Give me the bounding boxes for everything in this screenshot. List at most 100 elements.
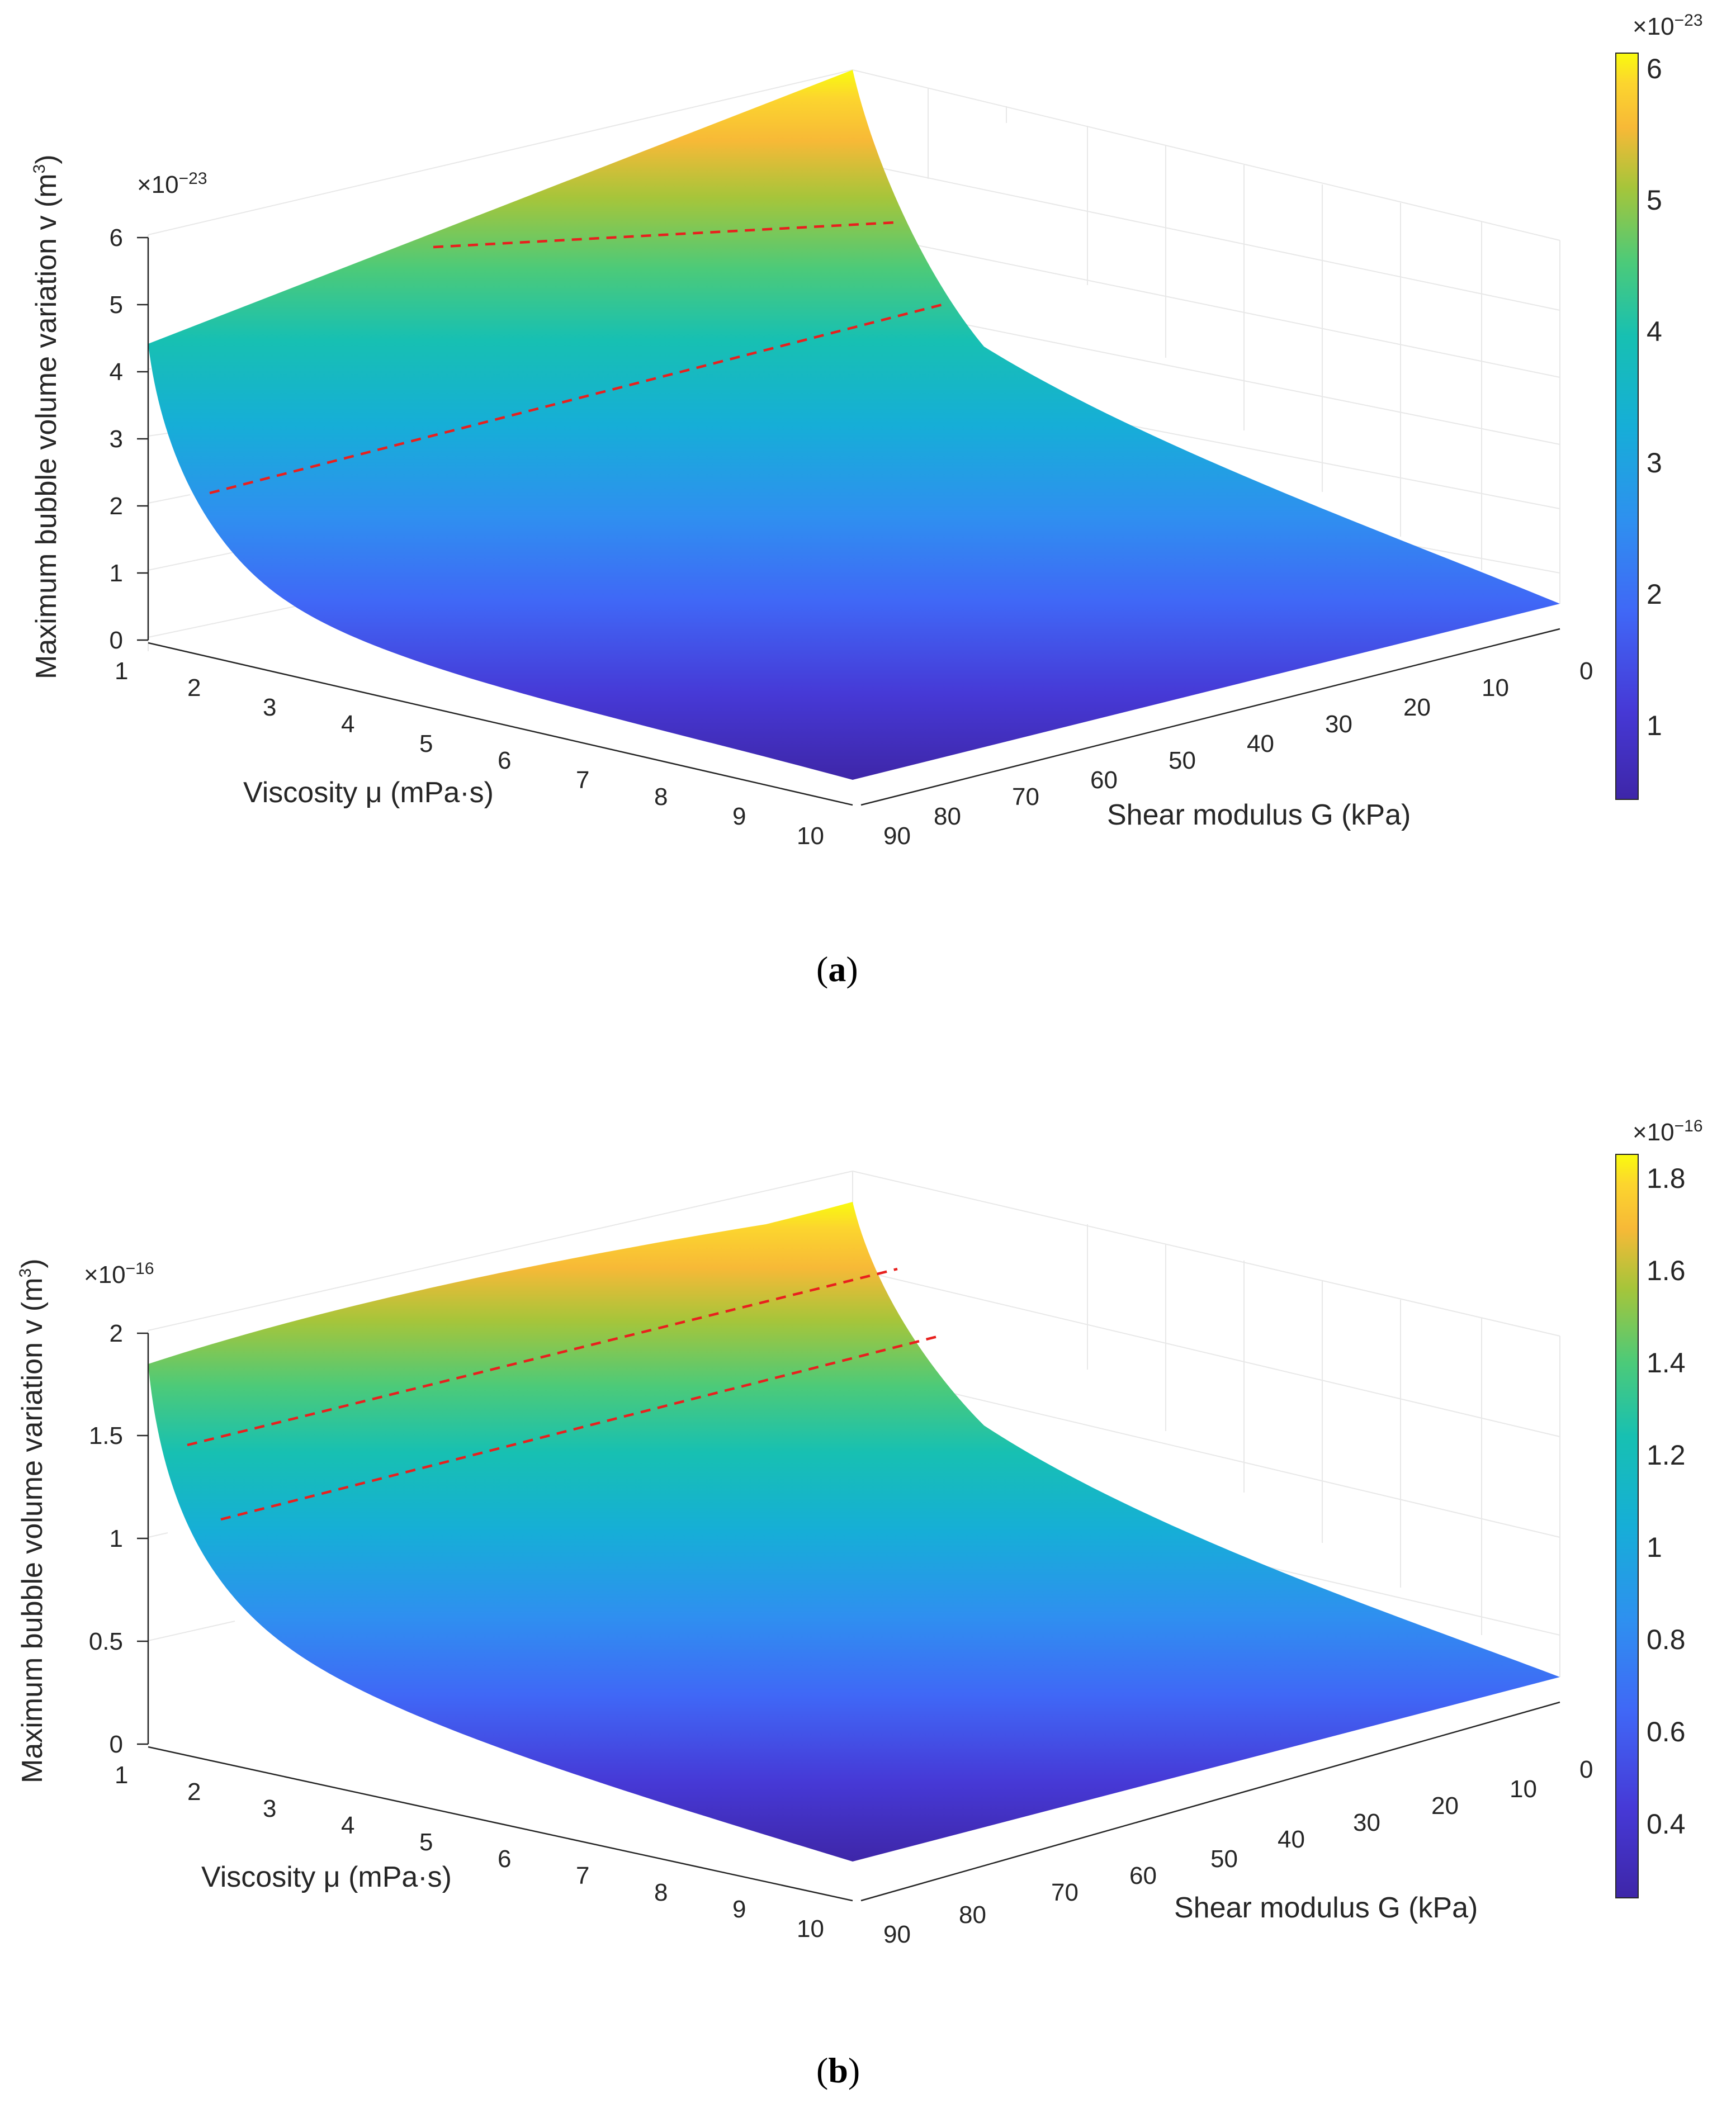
panel-b: 0 0.5 1 1.5 2 ×10−16 1 2 3 4 5 6 7 8 9 1… bbox=[16, 1117, 1703, 2090]
panel-a-x-axis-line bbox=[148, 642, 853, 806]
panel-a-y-tick: 30 bbox=[1325, 711, 1352, 738]
panel-a-y-tick: 50 bbox=[1169, 747, 1196, 774]
panel-a-z-ticks: 0 1 2 3 4 5 6 bbox=[110, 224, 148, 654]
panel-a-colorbar-ticks: 1 2 3 4 5 6 bbox=[1647, 53, 1662, 741]
panel-b-y-tick: 50 bbox=[1210, 1845, 1238, 1873]
panel-b-colorbar-ticks: 0.4 0.6 0.8 1 1.2 1.4 1.6 1.8 bbox=[1647, 1163, 1686, 1840]
panel-a-x-tick: 10 bbox=[797, 822, 824, 850]
panel-a-colorbar-tick: 3 bbox=[1647, 447, 1662, 479]
panel-a-colorbar-tick: 1 bbox=[1647, 710, 1662, 741]
panel-a-colorbar-tick: 4 bbox=[1647, 316, 1662, 347]
panel-a-y-tick: 0 bbox=[1579, 657, 1593, 685]
panel-a-z-tick: 6 bbox=[110, 224, 123, 252]
panel-b-caption: (b) bbox=[816, 2050, 860, 2090]
panel-a-y-tick: 60 bbox=[1090, 766, 1118, 794]
panel-a-colorbar-exponent: ×10−23 bbox=[1633, 11, 1703, 40]
panel-b-colorbar-tick: 1.8 bbox=[1647, 1163, 1686, 1194]
panel-b-y-tick: 40 bbox=[1278, 1826, 1305, 1853]
panel-a-z-exponent: ×10−23 bbox=[137, 169, 207, 198]
panel-a-y-ticks: 0 10 20 30 40 50 60 70 80 90 bbox=[883, 657, 1593, 850]
panel-b-z-ticks: 0 0.5 1 1.5 2 bbox=[89, 1320, 148, 1758]
panel-b-x-tick: 2 bbox=[187, 1778, 201, 1806]
panel-b-x-tick: 4 bbox=[341, 1812, 354, 1839]
panel-b-z-axis-label: Maximum bubble volume variation v (m3) bbox=[16, 1258, 49, 1783]
panel-a-z-tick: 2 bbox=[110, 492, 123, 520]
panel-a-y-tick: 20 bbox=[1403, 694, 1431, 721]
panel-a-x-tick: 1 bbox=[115, 657, 128, 685]
panel-b-colorbar-tick: 1.6 bbox=[1647, 1255, 1686, 1286]
panel-b-y-tick: 20 bbox=[1431, 1792, 1459, 1820]
panel-b-z-tick: 0.5 bbox=[89, 1628, 123, 1655]
panel-b-x-tick: 7 bbox=[576, 1862, 589, 1889]
panel-b-y-tick: 30 bbox=[1353, 1809, 1380, 1836]
panel-b-dashed-line-upper bbox=[187, 1267, 898, 1447]
panel-b-y-tick: 70 bbox=[1051, 1879, 1079, 1906]
panel-a-z-tick: 4 bbox=[110, 358, 123, 386]
panel-a-colorbar-tick: 2 bbox=[1647, 579, 1662, 610]
panel-b-y-axis-label: Shear modulus G (kPa) bbox=[1174, 1892, 1478, 1924]
panel-a-x-tick: 5 bbox=[419, 730, 433, 757]
panel-a-dashed-line-lower bbox=[209, 303, 943, 495]
panel-b-colorbar-tick: 0.4 bbox=[1647, 1808, 1686, 1840]
panel-a-z-axis-label: Maximum bubble volume variation v (m3) bbox=[30, 154, 63, 679]
panel-b-z-exponent: ×10−16 bbox=[84, 1259, 154, 1289]
panel-a-y-axis-label: Shear modulus G (kPa) bbox=[1107, 799, 1411, 831]
panel-b-surface bbox=[148, 1202, 1560, 1862]
panel-a-z-tick: 1 bbox=[110, 560, 123, 587]
panel-b-y-ticks: 0 10 20 30 40 50 60 70 80 90 bbox=[883, 1756, 1593, 1948]
panel-b-x-ticks: 1 2 3 4 5 6 7 8 9 10 bbox=[115, 1761, 824, 1943]
panel-a-y-tick: 10 bbox=[1482, 674, 1509, 702]
panel-b-z-tick: 1 bbox=[110, 1525, 123, 1552]
panel-b-x-tick: 5 bbox=[419, 1829, 433, 1856]
panel-a-z-tick: 3 bbox=[110, 425, 123, 453]
panel-b-x-tick: 6 bbox=[498, 1845, 511, 1873]
panel-b-colorbar-tick: 0.8 bbox=[1647, 1624, 1686, 1655]
panel-a-x-tick: 8 bbox=[654, 783, 668, 811]
panel-b-dashed-line-lower bbox=[220, 1334, 940, 1521]
panel-a: 0 1 2 3 4 5 6 ×10−23 1 2 3 4 5 6 7 8 9 1… bbox=[30, 11, 1703, 989]
panel-b-y-axis-line bbox=[860, 1701, 1560, 1902]
panel-b-y-tick: 90 bbox=[883, 1921, 911, 1948]
panel-b-y-tick: 80 bbox=[959, 1901, 986, 1929]
panel-a-x-tick: 2 bbox=[187, 674, 201, 702]
panel-b-colorbar bbox=[1615, 1154, 1639, 1898]
panel-b-x-tick: 10 bbox=[797, 1915, 824, 1943]
panel-b-z-tick: 2 bbox=[110, 1320, 123, 1347]
panel-a-x-tick: 6 bbox=[498, 747, 511, 774]
panel-a-dashed-line-upper bbox=[433, 221, 895, 249]
panel-a-colorbar bbox=[1615, 53, 1639, 800]
panel-a-x-ticks: 1 2 3 4 5 6 7 8 9 10 bbox=[115, 657, 824, 850]
panel-a-y-tick: 80 bbox=[934, 803, 961, 830]
panel-a-z-tick: 5 bbox=[110, 291, 123, 319]
panel-b-z-tick: 0 bbox=[110, 1731, 123, 1758]
panel-b-x-tick: 3 bbox=[263, 1795, 276, 1822]
panel-b-y-tick: 10 bbox=[1510, 1775, 1537, 1803]
panel-b-colorbar-tick: 1 bbox=[1647, 1532, 1662, 1563]
panel-b-colorbar-tick: 1.4 bbox=[1647, 1347, 1686, 1379]
panel-b-x-tick: 9 bbox=[732, 1896, 746, 1923]
panel-a-x-tick: 4 bbox=[341, 711, 354, 738]
panel-b-colorbar-tick: 1.2 bbox=[1647, 1439, 1686, 1471]
panel-a-y-tick: 70 bbox=[1012, 783, 1039, 811]
panel-a-surface bbox=[148, 70, 1560, 780]
panel-a-y-axis-line bbox=[860, 628, 1560, 806]
panel-b-colorbar-exponent: ×10−16 bbox=[1633, 1117, 1703, 1146]
panel-b-y-tick: 0 bbox=[1579, 1756, 1593, 1783]
panel-a-y-tick: 40 bbox=[1247, 730, 1274, 757]
panel-a-x-tick: 9 bbox=[732, 803, 746, 830]
panel-b-x-tick: 1 bbox=[115, 1761, 128, 1789]
panel-a-x-tick: 3 bbox=[263, 694, 276, 721]
panel-a-caption: (a) bbox=[816, 949, 858, 989]
panel-b-x-axis-label: Viscosity μ (mPa·s) bbox=[201, 1861, 452, 1893]
panel-a-x-tick: 7 bbox=[576, 766, 589, 794]
panel-a-colorbar-tick: 5 bbox=[1647, 184, 1662, 216]
panel-a-y-tick: 90 bbox=[883, 822, 911, 850]
panel-b-z-tick: 1.5 bbox=[89, 1422, 123, 1450]
panel-a-x-axis-label: Viscosity μ (mPa·s) bbox=[243, 776, 494, 809]
panel-a-z-tick: 0 bbox=[110, 627, 123, 654]
panel-b-colorbar-tick: 0.6 bbox=[1647, 1716, 1686, 1747]
panel-b-x-tick: 8 bbox=[654, 1879, 668, 1906]
panel-b-x-axis-line bbox=[148, 1746, 853, 1902]
panel-a-colorbar-tick: 6 bbox=[1647, 53, 1662, 84]
